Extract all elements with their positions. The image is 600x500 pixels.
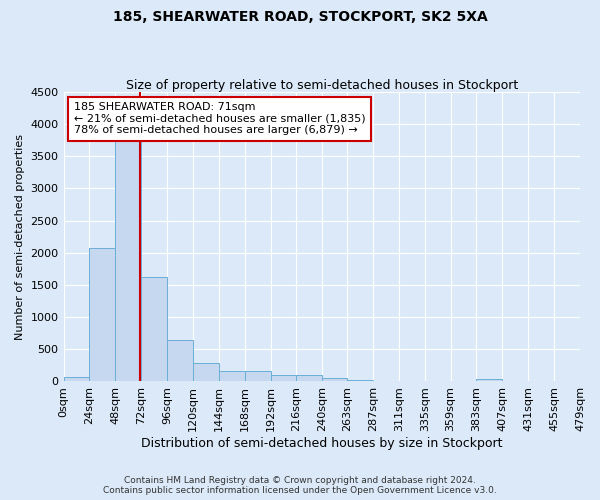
Text: 185, SHEARWATER ROAD, STOCKPORT, SK2 5XA: 185, SHEARWATER ROAD, STOCKPORT, SK2 5XA bbox=[113, 10, 487, 24]
Title: Size of property relative to semi-detached houses in Stockport: Size of property relative to semi-detach… bbox=[125, 79, 518, 92]
Bar bbox=[296, 376, 322, 382]
Text: Contains HM Land Registry data © Crown copyright and database right 2024.
Contai: Contains HM Land Registry data © Crown c… bbox=[103, 476, 497, 495]
Text: 185 SHEARWATER ROAD: 71sqm
← 21% of semi-detached houses are smaller (1,835)
78%: 185 SHEARWATER ROAD: 71sqm ← 21% of semi… bbox=[74, 102, 365, 136]
Bar bbox=[115, 140, 141, 382]
Bar bbox=[322, 378, 347, 382]
Bar bbox=[167, 340, 193, 382]
Bar bbox=[219, 372, 245, 382]
X-axis label: Distribution of semi-detached houses by size in Stockport: Distribution of semi-detached houses by … bbox=[141, 437, 503, 450]
Bar bbox=[64, 376, 89, 382]
Y-axis label: Number of semi-detached properties: Number of semi-detached properties bbox=[15, 134, 25, 340]
Bar bbox=[245, 372, 271, 382]
Bar bbox=[347, 380, 373, 382]
Bar bbox=[193, 363, 219, 382]
Bar bbox=[141, 278, 167, 382]
Bar bbox=[271, 375, 296, 382]
Bar bbox=[89, 248, 115, 382]
Bar bbox=[476, 378, 502, 382]
Bar bbox=[373, 381, 399, 382]
